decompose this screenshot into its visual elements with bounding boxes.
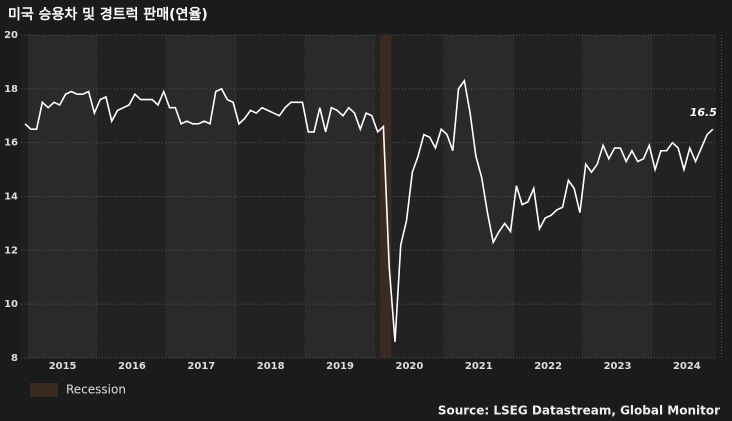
year-band bbox=[27, 35, 98, 358]
year-band bbox=[582, 35, 653, 358]
x-tick-label: 2019 bbox=[326, 361, 354, 372]
x-tick-label: 2021 bbox=[465, 361, 493, 372]
x-tick-label: 2015 bbox=[49, 361, 77, 372]
x-tick-label: 2022 bbox=[534, 361, 562, 372]
y-tick-label: 10 bbox=[4, 299, 18, 310]
y-tick-label: 18 bbox=[4, 84, 18, 95]
x-tick-label: 2020 bbox=[396, 361, 424, 372]
x-tick-label: 2024 bbox=[673, 361, 701, 372]
x-tick-label: 2016 bbox=[118, 361, 146, 372]
source: Source: LSEG Datastream, Global Monitor bbox=[438, 404, 720, 418]
y-tick-label: 14 bbox=[4, 192, 18, 203]
x-tick-label: 2023 bbox=[604, 361, 632, 372]
year-band bbox=[513, 35, 583, 358]
y-tick-label: 16 bbox=[4, 138, 18, 149]
legend-label: Recession bbox=[66, 383, 126, 397]
y-tick-label: 20 bbox=[4, 30, 18, 41]
legend-swatch bbox=[30, 383, 58, 397]
x-tick-label: 2018 bbox=[257, 361, 285, 372]
y-tick-label: 12 bbox=[4, 245, 18, 256]
chart-title: 미국 승용차 및 경트럭 판매(연율) bbox=[8, 6, 208, 23]
year-band bbox=[444, 35, 514, 358]
x-tick-label: 2017 bbox=[187, 361, 215, 372]
y-tick-label: 8 bbox=[11, 353, 18, 364]
end-label: 16.5 bbox=[690, 106, 717, 119]
data-line bbox=[24, 78, 714, 342]
